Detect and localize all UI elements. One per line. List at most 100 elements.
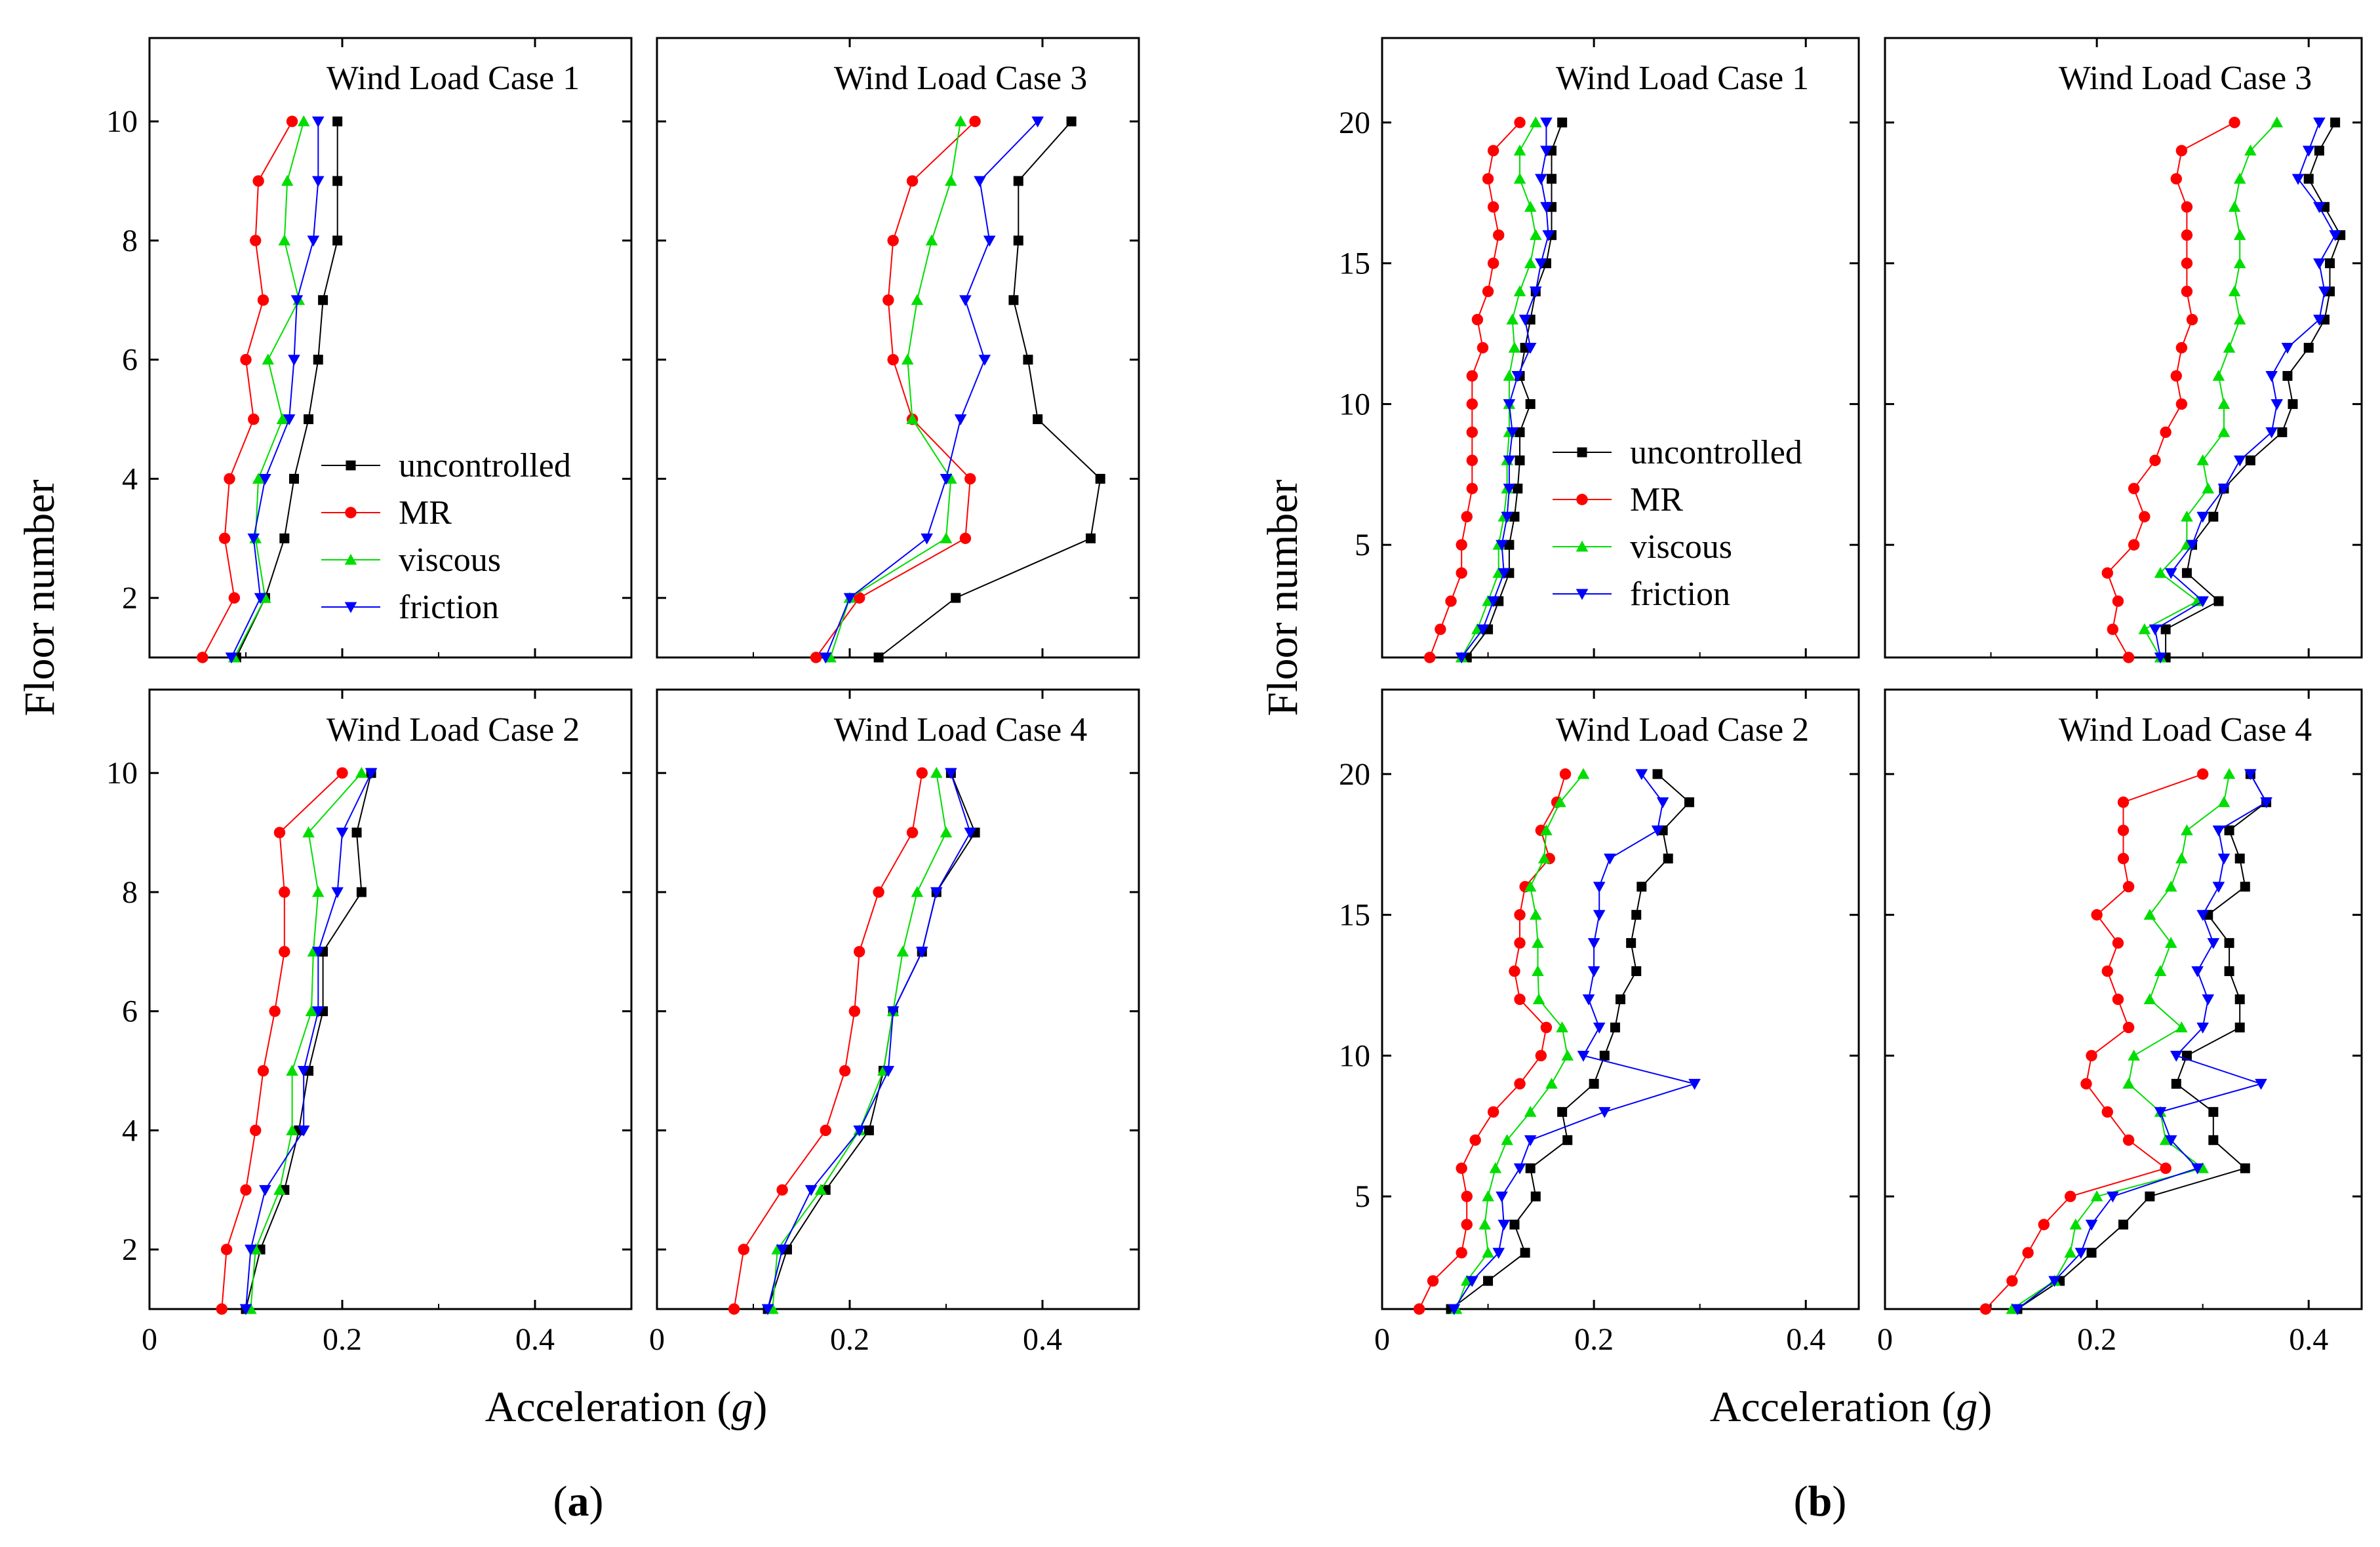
data-point-friction	[311, 116, 325, 128]
data-point-MR	[1466, 454, 1478, 467]
data-point-MR	[1427, 1275, 1439, 1287]
panel-b2: 0 0.2 0.4 5 10 15 20 Wind Load Case 2	[1339, 688, 1860, 1357]
data-point-MR	[887, 235, 899, 246]
data-point-MR	[1456, 1162, 1467, 1174]
data-point-viscous	[2181, 824, 2193, 836]
legend-marker-uncontrolled	[346, 460, 356, 471]
data-point-MR	[873, 886, 884, 898]
series-viscous	[1455, 116, 1542, 663]
x-tick-label: 0	[1877, 1322, 1893, 1357]
data-point-friction	[2170, 1050, 2183, 1062]
data-point-friction	[2260, 797, 2272, 809]
data-point-MR	[2175, 342, 2188, 354]
data-point-viscous	[1482, 1246, 1494, 1258]
data-point-uncontrolled	[2224, 938, 2234, 949]
series-MR	[1979, 768, 2209, 1315]
data-point-friction	[239, 1304, 252, 1316]
data-point-MR	[969, 115, 981, 127]
data-point-viscous	[1492, 566, 1505, 578]
data-point-viscous	[1513, 172, 1526, 184]
data-point-MR	[2160, 1162, 2172, 1174]
data-point-MR	[2181, 229, 2193, 241]
data-point-MR	[1424, 652, 1436, 663]
x-tick-label: 0.4	[1786, 1322, 1825, 1357]
data-point-MR	[1482, 173, 1494, 185]
data-point-uncontrolled	[1631, 910, 1642, 920]
data-point-friction	[776, 1244, 789, 1256]
data-point-friction	[1651, 825, 1664, 837]
data-point-MR	[218, 532, 231, 544]
series-friction	[2149, 117, 2341, 664]
data-point-MR	[2122, 1134, 2135, 1146]
data-point-friction	[297, 1066, 310, 1077]
series-friction	[819, 116, 1044, 664]
series-viscous	[245, 766, 368, 1314]
data-point-friction	[225, 652, 238, 664]
group-label-a-letter: a	[568, 1478, 589, 1525]
data-point-friction	[1635, 769, 1648, 781]
data-point-MR	[1477, 342, 1489, 354]
series-uncontrolled	[2012, 769, 2272, 1314]
data-point-friction	[1503, 399, 1516, 410]
series-line-viscous	[1456, 774, 1584, 1310]
data-point-friction	[1503, 455, 1516, 467]
data-point-MR	[2160, 426, 2172, 439]
data-point-friction	[2318, 286, 2331, 298]
data-point-MR	[2112, 993, 2124, 1006]
data-point-friction	[921, 533, 933, 545]
series-MR	[728, 767, 928, 1315]
series-uncontrolled	[873, 116, 1105, 663]
data-point-MR	[286, 115, 298, 127]
series-line-viscous	[772, 773, 947, 1310]
data-point-uncontrolled	[1013, 176, 1023, 186]
data-point-uncontrolled	[1095, 473, 1105, 484]
plot-frame	[1381, 37, 1860, 659]
series-MR	[1424, 117, 1526, 663]
data-point-MR	[2022, 1247, 2034, 1259]
x-axis-title-b-unit: g	[1956, 1383, 1977, 1431]
data-point-uncontrolled	[2208, 1135, 2219, 1145]
data-point-friction	[2196, 1023, 2209, 1034]
data-point-friction	[2212, 882, 2225, 893]
data-point-friction	[1511, 371, 1524, 382]
series-uncontrolled	[763, 768, 980, 1314]
data-point-uncontrolled	[1515, 427, 1525, 437]
data-point-MR	[2122, 880, 2135, 893]
data-point-friction	[331, 887, 344, 899]
series-uncontrolled	[1446, 769, 1695, 1314]
y-tick-label: 10	[1339, 387, 1370, 421]
data-point-friction	[1496, 1191, 1508, 1203]
data-point-friction	[1501, 511, 1513, 523]
series-MR	[1413, 768, 1572, 1315]
data-point-uncontrolled	[1086, 533, 1096, 543]
panel-a4: 0 0.2 0.4 Wind Load Case 4	[649, 688, 1140, 1357]
plot-frame	[148, 688, 633, 1310]
panel-a1: 2 4 6 8 10 Wind Load Case 1	[106, 37, 633, 664]
x-tick-label: 0	[1374, 1322, 1390, 1357]
data-point-friction	[2255, 1078, 2267, 1090]
x-tick-label: 0.2	[323, 1322, 362, 1357]
data-point-viscous	[1529, 116, 1542, 128]
data-point-friction	[2313, 117, 2326, 129]
data-point-uncontrolled	[1525, 399, 1536, 409]
data-point-MR	[810, 652, 822, 663]
data-point-viscous	[2143, 909, 2156, 920]
data-point-MR	[2112, 937, 2124, 949]
data-point-friction	[1587, 938, 1600, 949]
data-point-friction	[2291, 174, 2305, 186]
data-point-friction	[761, 1304, 774, 1316]
data-point-friction	[1656, 797, 1669, 809]
data-point-friction	[1466, 1276, 1478, 1287]
series-line-uncontrolled	[245, 772, 372, 1310]
data-point-MR	[728, 1303, 740, 1315]
data-point-friction	[1524, 1135, 1537, 1146]
legend-label-friction: friction	[1630, 576, 1730, 613]
data-point-MR	[1456, 567, 1467, 579]
series-MR	[197, 115, 298, 663]
series-viscous	[1450, 768, 1590, 1314]
y-tick-label: 10	[106, 104, 138, 139]
series-line-uncontrolled	[878, 121, 1101, 658]
data-point-friction	[2196, 596, 2209, 608]
y-tick-label: 10	[1339, 1038, 1370, 1073]
data-point-MR	[1469, 1134, 1481, 1146]
